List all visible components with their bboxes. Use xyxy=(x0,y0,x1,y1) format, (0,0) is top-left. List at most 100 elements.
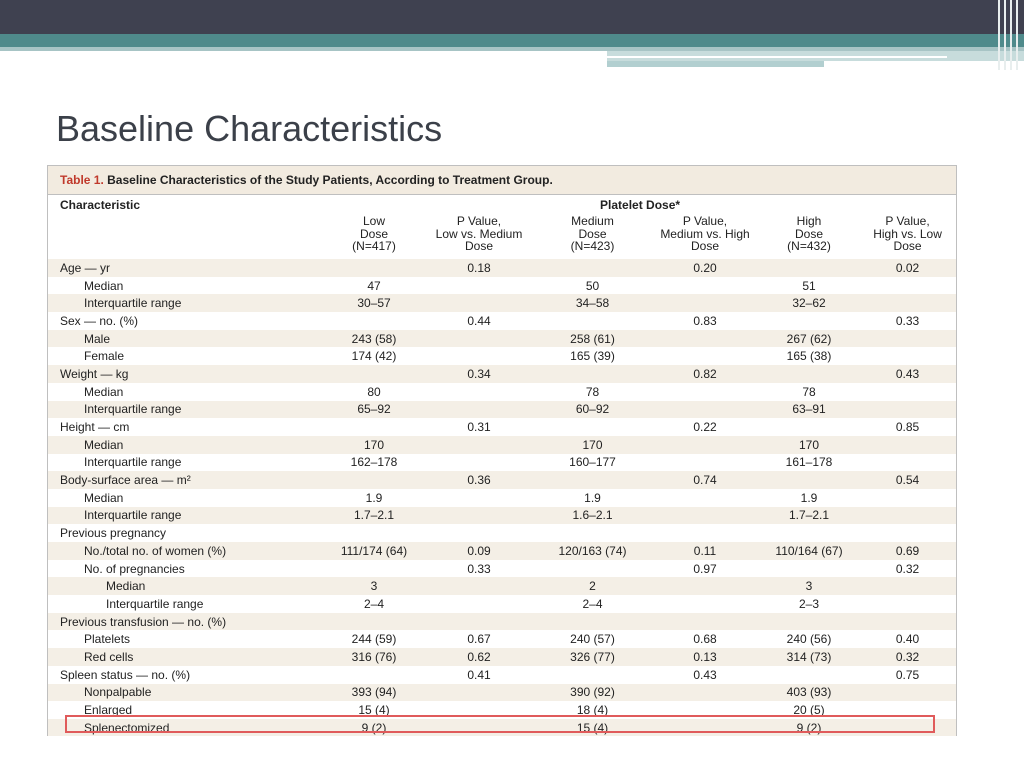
table-cell: 170 xyxy=(534,435,651,454)
table-cell xyxy=(424,383,534,401)
row-label: Previous transfusion — no. (%) xyxy=(48,612,324,631)
table-cell: 34–58 xyxy=(534,294,651,313)
banner-vertical-lines xyxy=(994,0,1024,70)
table-cell: 3 xyxy=(759,577,859,596)
table-cell: 174 (42) xyxy=(351,349,397,364)
table-cell: 51 xyxy=(802,278,816,293)
table-cell xyxy=(534,312,651,330)
row-label: Interquartile range xyxy=(48,506,324,525)
table-cell xyxy=(324,365,424,383)
table-cell: 78 xyxy=(802,384,816,399)
table-cell xyxy=(424,294,534,313)
table-cell: 110/164 (67) xyxy=(759,542,859,560)
table-cell: 162–178 xyxy=(350,455,398,470)
table-row: Height — cm 0.31 0.22 0.85 xyxy=(48,418,956,436)
table-cell xyxy=(759,612,859,631)
table-cell xyxy=(859,577,956,596)
table-cell xyxy=(859,435,956,454)
table-cell xyxy=(651,435,759,454)
table-cell: 1.9 xyxy=(584,490,601,505)
table-cell xyxy=(424,683,534,702)
row-label: Red cells xyxy=(48,648,324,666)
table-cell: 393 (94) xyxy=(324,683,424,702)
table-cell: 0.44 xyxy=(467,313,491,328)
table-cell: 9 (2) xyxy=(759,718,859,736)
table-cell xyxy=(534,612,651,631)
table-cell: 0.40 xyxy=(895,632,920,647)
column-header-line: Medium xyxy=(571,215,614,228)
table-row: Body-surface area — m² 0.36 0.74 0.54 xyxy=(48,471,956,489)
table-cell: 0.02 xyxy=(859,259,956,277)
table-cell xyxy=(859,383,956,401)
table-cell: 161–178 xyxy=(785,455,833,470)
table-row: Previous transfusion — no. (%) xyxy=(48,612,956,631)
table-cell: 2–4 xyxy=(582,596,603,611)
table-cell: 0.18 xyxy=(424,259,534,277)
table-cell xyxy=(324,259,424,277)
row-label: Spleen status — no. (%) xyxy=(60,667,191,682)
table-cell xyxy=(651,524,759,542)
table-cell: 0.33 xyxy=(467,561,491,576)
table-cell: 0.11 xyxy=(651,542,759,560)
table-cell xyxy=(534,259,651,277)
table-cell xyxy=(759,666,859,684)
table-cell xyxy=(859,612,956,631)
table-cell: 1.6–2.1 xyxy=(534,506,651,525)
table-cell: 2–4 xyxy=(363,596,385,611)
table-row: Median 170 170 170 xyxy=(48,435,956,454)
table-cell: 0.75 xyxy=(895,667,920,682)
table-cell xyxy=(859,718,956,736)
table-row: Interquartile range 162–178 160–177 161–178 xyxy=(48,454,956,472)
row-label: Enlarged xyxy=(84,703,133,718)
table-cell xyxy=(859,400,956,419)
column-header-line: (N=432) xyxy=(787,239,831,253)
table-cell: 0.82 xyxy=(651,365,759,383)
table-cell: 326 (77) xyxy=(534,648,651,666)
table-cell: 65–92 xyxy=(324,400,424,419)
row-label: Median xyxy=(84,384,124,399)
table-cell xyxy=(424,612,534,631)
row-label: No. of pregnancies xyxy=(84,561,185,576)
table-row: Age — yr 0.18 0.20 0.02 xyxy=(48,259,956,277)
table-cell xyxy=(534,560,651,578)
table-cell xyxy=(424,577,534,596)
table-cell: 32–62 xyxy=(759,294,859,313)
table-row: Interquartile range 2–4 2–4 2–3 xyxy=(48,595,956,613)
table-row: Interquartile range 30–57 34–58 32–62 xyxy=(48,294,956,313)
table-cell: 0.43 xyxy=(859,365,956,383)
column-header-line: Dose xyxy=(578,226,607,241)
table-cell xyxy=(424,347,534,365)
table-row: Median 1.9 1.9 1.9 xyxy=(48,489,956,507)
table-cell xyxy=(424,435,534,454)
table-cell xyxy=(859,524,956,542)
column-header: P Value, Low vs. Medium Dose xyxy=(424,215,534,259)
table-cell: 1.9 xyxy=(365,490,383,505)
table-cell xyxy=(859,595,956,613)
column-header-row: Low Dose (N=417) P Value, Low vs. Medium Dose… xyxy=(48,215,956,259)
table-row: Interquartile range 1.7–2.1 1.6–2.1 1.7–2.1 xyxy=(48,506,956,525)
table-cell: 0.22 xyxy=(693,420,717,435)
table-cell: 0.32 xyxy=(895,561,920,576)
table-cell xyxy=(534,666,651,684)
table-cell xyxy=(324,612,424,631)
table-cell: 243 (58) xyxy=(324,329,424,348)
table-cell: 9 (2) xyxy=(324,718,424,736)
table-cell xyxy=(424,329,534,348)
slide-title: Baseline Characteristics xyxy=(56,108,443,149)
table-cell: 0.69 xyxy=(859,542,956,560)
table-cell xyxy=(424,277,534,295)
table-cell: 0.43 xyxy=(693,667,717,682)
row-label: Sex — no. (%) xyxy=(60,313,139,328)
table-cell xyxy=(534,524,651,542)
column-header-line: Dose xyxy=(359,226,388,241)
column-header-line: Dose xyxy=(794,226,823,241)
table-cell xyxy=(759,471,859,489)
table-cell xyxy=(424,595,534,613)
column-header-line: Low vs. Medium xyxy=(435,226,523,241)
column-header-line: Dose xyxy=(464,239,493,253)
table-cell: 120/163 (74) xyxy=(534,542,651,560)
table-cell xyxy=(651,347,759,365)
table-cell xyxy=(651,577,759,596)
table-cell xyxy=(651,718,759,736)
table-row: Median 3 2 3 xyxy=(48,577,956,596)
